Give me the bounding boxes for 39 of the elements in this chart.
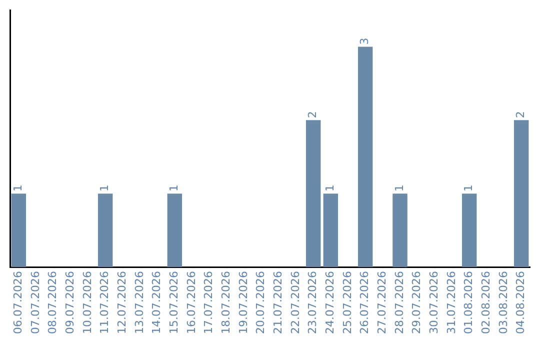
x-tick-label: 06.07.2026 — [12, 271, 25, 334]
x-tick-label: 10.07.2026 — [80, 271, 94, 334]
x-tick-label: 23.07.2026 — [306, 271, 320, 334]
x-tick-label: 19.07.2026 — [236, 271, 250, 334]
data-label: 1 — [462, 184, 476, 192]
x-tick-label: 03.08.2026 — [496, 271, 510, 334]
x-tick-label: 09.07.2026 — [64, 271, 77, 334]
data-label: 1 — [324, 184, 337, 192]
x-tick-label: 14.07.2026 — [150, 271, 164, 334]
x-tick-label: 02.08.2026 — [480, 271, 493, 334]
data-label: 1 — [12, 184, 25, 192]
x-tick-label: 16.07.2026 — [184, 271, 198, 334]
x-tick-label: 31.07.2026 — [444, 271, 458, 334]
x-tick-label: 27.07.2026 — [376, 271, 389, 334]
x-tick-label: 13.07.2026 — [132, 271, 146, 334]
x-tick-label: 15.07.2026 — [168, 271, 181, 334]
x-tick-label: 22.07.2026 — [288, 271, 302, 334]
data-label: 2 — [514, 111, 528, 118]
x-tick-label: 30.07.2026 — [428, 271, 441, 334]
x-tick-label: 18.07.2026 — [220, 271, 233, 334]
x-tick-label: 20.07.2026 — [254, 271, 268, 334]
x-tick-label: 01.08.2026 — [462, 271, 476, 334]
data-label: 1 — [168, 184, 181, 192]
x-tick-label: 08.07.2026 — [46, 271, 60, 334]
x-tick-label: 21.07.2026 — [272, 271, 285, 334]
x-tick-label: 12.07.2026 — [116, 271, 129, 334]
x-tick-label: 26.07.2026 — [358, 271, 372, 334]
x-tick-label: 07.07.2026 — [28, 271, 42, 334]
x-tick-label: 28.07.2026 — [392, 271, 406, 334]
x-tick-label: 25.07.2026 — [340, 271, 354, 334]
x-tick-label: 29.07.2026 — [410, 271, 424, 334]
data-label: 1 — [392, 184, 406, 192]
data-label: 2 — [306, 111, 320, 118]
x-tick-label: 04.08.2026 — [514, 271, 528, 334]
data-label: 3 — [358, 38, 372, 45]
data-label: 1 — [98, 184, 112, 192]
x-tick-label: 17.07.2026 — [202, 271, 216, 334]
x-tick-label: 11.07.2026 — [98, 271, 112, 334]
x-tick-label: 24.07.2026 — [324, 271, 337, 334]
